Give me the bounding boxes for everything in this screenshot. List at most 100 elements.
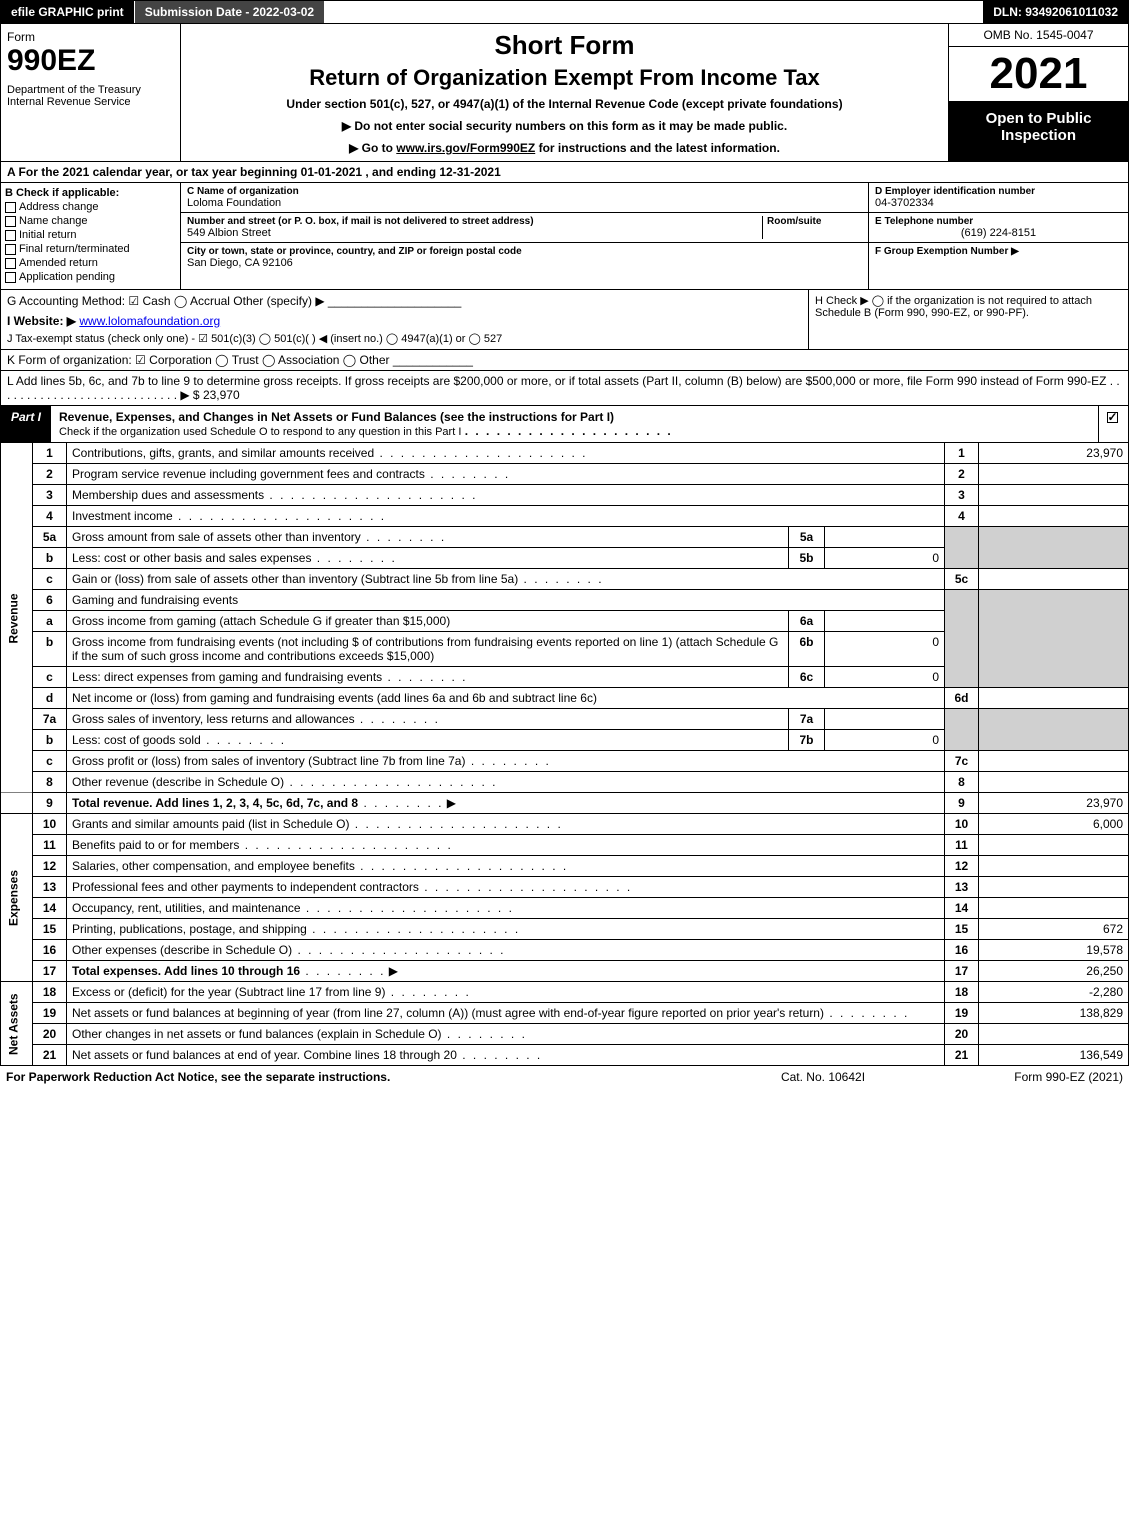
e-row: E Telephone number (619) 224-8151 — [869, 213, 1128, 243]
ein-value: 04-3702334 — [875, 197, 1122, 209]
desc-16: Other expenses (describe in Schedule O) — [67, 940, 945, 961]
section-bcdef: B Check if applicable: Address change Na… — [0, 183, 1129, 290]
ln-8: 8 — [33, 772, 67, 793]
c-city-lbl: City or town, state or province, country… — [187, 246, 862, 257]
ln-5a: 5a — [33, 527, 67, 548]
shade-7 — [945, 709, 979, 751]
amt-21: 136,549 — [979, 1045, 1129, 1066]
chk-final-return[interactable]: Final return/terminated — [5, 243, 176, 255]
row-gh: G Accounting Method: ☑ Cash ◯ Accrual Ot… — [0, 290, 1129, 350]
nc-20: 20 — [945, 1024, 979, 1045]
form-subtitle: Under section 501(c), 527, or 4947(a)(1)… — [187, 97, 942, 111]
org-street: 549 Albion Street — [187, 227, 762, 239]
amt-17: 26,250 — [979, 961, 1129, 982]
g-text: G Accounting Method: ☑ Cash ◯ Accrual Ot… — [7, 294, 802, 308]
org-city: San Diego, CA 92106 — [187, 257, 862, 269]
c-name-row: C Name of organization Loloma Foundation — [181, 183, 868, 213]
desc-7c: Gross profit or (loss) from sales of inv… — [67, 751, 945, 772]
chk-initial-return-label: Initial return — [19, 229, 76, 241]
nc-2: 2 — [945, 464, 979, 485]
sl-5a: 5a — [789, 527, 825, 548]
note2-pre: ▶ Go to — [349, 141, 396, 155]
ln-12: 12 — [33, 856, 67, 877]
sl-6a: 6a — [789, 611, 825, 632]
desc-17: Total expenses. Add lines 10 through 16 … — [67, 961, 945, 982]
page-footer: For Paperwork Reduction Act Notice, see … — [0, 1066, 1129, 1088]
topbar-spacer — [324, 1, 983, 23]
chk-name-change[interactable]: Name change — [5, 215, 176, 227]
ln-3: 3 — [33, 485, 67, 506]
chk-final-return-label: Final return/terminated — [19, 243, 130, 255]
nc-6d: 6d — [945, 688, 979, 709]
desc-13: Professional fees and other payments to … — [67, 877, 945, 898]
footer-center: Cat. No. 10642I — [723, 1070, 923, 1084]
omb-number: OMB No. 1545-0047 — [949, 24, 1128, 47]
part-i-title: Revenue, Expenses, and Changes in Net As… — [51, 406, 1098, 442]
nc-5c: 5c — [945, 569, 979, 590]
nc-19: 19 — [945, 1003, 979, 1024]
sv-5a — [825, 527, 945, 548]
nc-8: 8 — [945, 772, 979, 793]
efile-print-button[interactable]: efile GRAPHIC print — [1, 1, 135, 23]
chk-amended-return[interactable]: Amended return — [5, 257, 176, 269]
desc-6c: Less: direct expenses from gaming and fu… — [67, 667, 789, 688]
desc-6d: Net income or (loss) from gaming and fun… — [67, 688, 945, 709]
ln-7c: c — [33, 751, 67, 772]
amt-16: 19,578 — [979, 940, 1129, 961]
amt-7c — [979, 751, 1129, 772]
ln-13: 13 — [33, 877, 67, 898]
desc-6: Gaming and fundraising events — [67, 590, 945, 611]
j-text: J Tax-exempt status (check only one) - ☑… — [7, 332, 802, 345]
nc-9: 9 — [945, 793, 979, 814]
amt-4 — [979, 506, 1129, 527]
ln-4: 4 — [33, 506, 67, 527]
desc-10: Grants and similar amounts paid (list in… — [67, 814, 945, 835]
ln-1: 1 — [33, 443, 67, 464]
col-c: C Name of organization Loloma Foundation… — [181, 183, 868, 289]
chk-amended-return-label: Amended return — [19, 257, 98, 269]
amt-14 — [979, 898, 1129, 919]
sv-6c: 0 — [825, 667, 945, 688]
sl-7b: 7b — [789, 730, 825, 751]
desc-7b: Less: cost of goods sold — [67, 730, 789, 751]
shade-6 — [945, 590, 979, 688]
website-link[interactable]: www.lolomafoundation.org — [79, 314, 220, 328]
ln-6b: b — [33, 632, 67, 667]
chk-address-change[interactable]: Address change — [5, 201, 176, 213]
desc-5b: Less: cost or other basis and sales expe… — [67, 548, 789, 569]
ln-16: 16 — [33, 940, 67, 961]
sv-6a — [825, 611, 945, 632]
shade-5a — [979, 527, 1129, 569]
chk-application-pending[interactable]: Application pending — [5, 271, 176, 283]
footer-right: Form 990-EZ (2021) — [923, 1070, 1123, 1084]
amt-5c — [979, 569, 1129, 590]
ln-5b: b — [33, 548, 67, 569]
side-revenue: Revenue — [1, 443, 33, 793]
d-row: D Employer identification number 04-3702… — [869, 183, 1128, 213]
desc-15: Printing, publications, postage, and shi… — [67, 919, 945, 940]
form-label: Form — [7, 30, 174, 44]
desc-1: Contributions, gifts, grants, and simila… — [67, 443, 945, 464]
amt-15: 672 — [979, 919, 1129, 940]
nc-18: 18 — [945, 982, 979, 1003]
sl-7a: 7a — [789, 709, 825, 730]
ln-21: 21 — [33, 1045, 67, 1066]
note2-post: for instructions and the latest informat… — [539, 141, 780, 155]
chk-initial-return[interactable]: Initial return — [5, 229, 176, 241]
f-row: F Group Exemption Number ▶ — [869, 243, 1128, 260]
ln-15: 15 — [33, 919, 67, 940]
dln-label: DLN: 93492061011032 — [983, 1, 1128, 23]
shade-7a — [979, 709, 1129, 751]
desc-8: Other revenue (describe in Schedule O) — [67, 772, 945, 793]
sl-5b: 5b — [789, 548, 825, 569]
c-room-lbl: Room/suite — [767, 216, 862, 227]
nc-11: 11 — [945, 835, 979, 856]
desc-18: Excess or (deficit) for the year (Subtra… — [67, 982, 945, 1003]
top-bar: efile GRAPHIC print Submission Date - 20… — [0, 0, 1129, 24]
part-i-check[interactable] — [1098, 406, 1128, 442]
nc-12: 12 — [945, 856, 979, 877]
c-street-lbl: Number and street (or P. O. box, if mail… — [187, 216, 762, 227]
irs-link[interactable]: www.irs.gov/Form990EZ — [396, 141, 535, 155]
nc-13: 13 — [945, 877, 979, 898]
desc-6b: Gross income from fundraising events (no… — [67, 632, 789, 667]
